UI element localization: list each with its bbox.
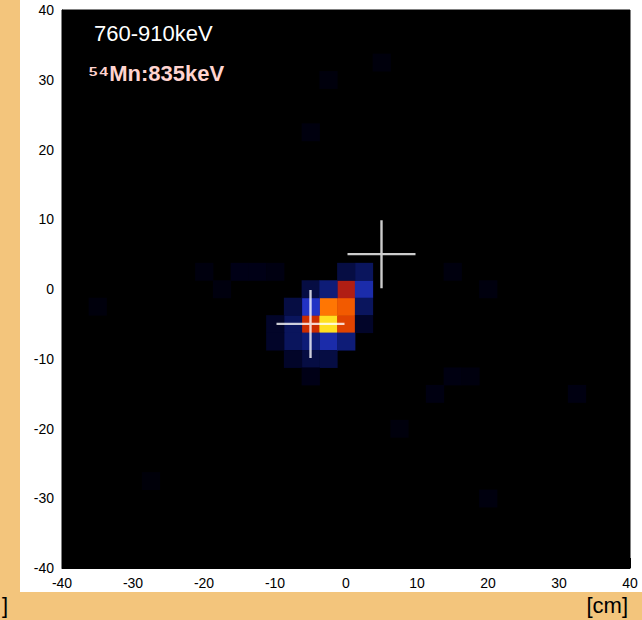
svg-text:-20: -20 xyxy=(34,421,54,437)
svg-text:-10: -10 xyxy=(265,575,285,591)
svg-text:-30: -30 xyxy=(123,575,143,591)
svg-text:0: 0 xyxy=(46,281,54,297)
svg-text:[cm]: [cm] xyxy=(586,593,628,618)
svg-text:20: 20 xyxy=(480,575,496,591)
svg-text:-40: -40 xyxy=(34,560,54,576)
svg-text:-20: -20 xyxy=(194,575,214,591)
svg-text:10: 10 xyxy=(409,575,425,591)
svg-text:10: 10 xyxy=(38,211,54,227)
svg-text:0: 0 xyxy=(342,575,350,591)
svg-text:760-910keV: 760-910keV xyxy=(94,21,213,46)
svg-text:30: 30 xyxy=(38,72,54,88)
svg-text:⁵⁴Mn:835keV: ⁵⁴Mn:835keV xyxy=(88,61,224,86)
svg-text:20: 20 xyxy=(38,142,54,158)
svg-text:40: 40 xyxy=(38,2,54,18)
svg-text:30: 30 xyxy=(551,575,567,591)
svg-text:-10: -10 xyxy=(34,351,54,367)
svg-text:-30: -30 xyxy=(34,490,54,506)
svg-text:-40: -40 xyxy=(52,575,72,591)
svg-text:40: 40 xyxy=(622,575,638,591)
svg-text:]: ] xyxy=(2,593,8,618)
